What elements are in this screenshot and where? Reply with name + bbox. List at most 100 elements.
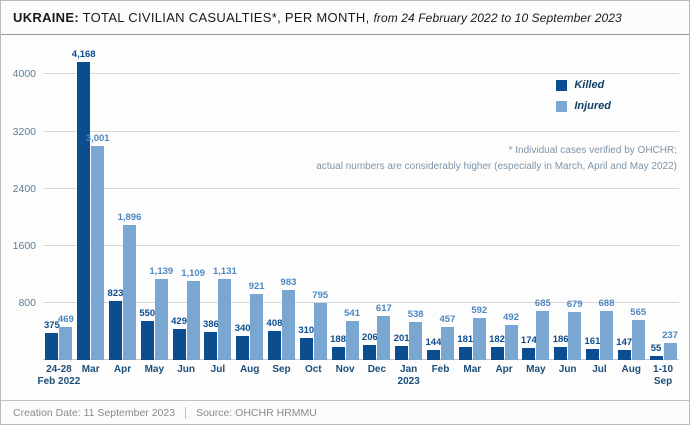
value-label-injured: 457: [439, 314, 456, 326]
bar-injured-feb: 457: [440, 314, 455, 360]
value-label-killed: 340: [234, 322, 251, 334]
footnote: * Individual cases verified by OHCHR; ac…: [316, 143, 677, 174]
bar-group-may: 174 685 May: [520, 53, 552, 375]
bar-killed-sep: 408: [267, 318, 282, 360]
creation-date: Creation Date: 11 September 2023: [13, 406, 176, 419]
value-label-injured: 565: [630, 306, 647, 318]
bar-killed-nov: 188: [330, 334, 346, 360]
value-label-killed: 550: [139, 307, 156, 319]
bar-killed-apr: 823: [108, 288, 123, 360]
x-axis-label-dec: Dec: [367, 364, 387, 375]
bar-group-dec: 206 617 Dec: [361, 53, 393, 375]
killed-swatch-icon: [556, 79, 568, 91]
value-label-injured: 1,896: [117, 211, 142, 223]
x-axis-label-aug: Aug: [621, 364, 641, 375]
bar-killed-jul: 161: [585, 336, 600, 360]
x-axis-label-may: May: [526, 364, 546, 375]
x-axis-label-mar: Mar: [463, 364, 482, 375]
bar-killed-jun: 186: [553, 334, 569, 360]
bar-injured-mar: 3,001: [86, 133, 110, 360]
x-axis-line: [43, 359, 679, 360]
value-label-injured: 1,109: [181, 267, 205, 279]
y-axis-tick-label: 800: [18, 296, 36, 309]
value-label-injured: 983: [280, 276, 297, 288]
value-label-injured: 1,139: [149, 265, 174, 277]
bar-killed-1-10-sep: 55: [649, 343, 663, 360]
value-label-killed: 188: [330, 333, 346, 345]
x-axis-label-jun: Jun: [177, 364, 195, 375]
bar-group-24-28-feb-2022: 375 469 24-28 Feb 2022: [38, 53, 81, 387]
value-label-killed: 429: [171, 316, 188, 328]
bar-injured-apr: 492: [503, 312, 519, 360]
bar-injured-sep: 983: [281, 277, 296, 360]
bar-group-jul: 161 688 Jul: [584, 53, 616, 375]
x-axis-label-24-28-feb-2022: 24-28 Feb 2022: [37, 364, 81, 387]
footer-separator: [185, 406, 187, 419]
bar-group-sep: 408 983 Sep: [266, 53, 298, 375]
value-label-injured: 492: [503, 311, 519, 323]
x-axis-label-feb: Feb: [431, 364, 450, 375]
bar-injured-oct: 795: [312, 290, 328, 360]
bar-group-aug: 147 565 Aug: [615, 53, 647, 375]
x-axis-label-sep: Sep: [272, 364, 291, 375]
x-axis-label-mar: Mar: [81, 364, 100, 375]
value-label-killed: 161: [584, 335, 601, 347]
bar-killed-aug: 340: [235, 323, 251, 360]
bar-group-mar: 181 592 Mar: [456, 53, 488, 375]
bar-injured-jul: 1,131: [213, 266, 237, 360]
footnote-line2: actual numbers are considerably higher (…: [316, 160, 677, 172]
bar-injured-24-28-feb-2022: 469: [58, 314, 74, 360]
injured-swatch-icon: [556, 100, 568, 112]
value-label-killed: 144: [425, 336, 442, 348]
bar-group-nov: 188 541 Nov: [329, 53, 361, 375]
source-label: Source: OHCHR HRMMU: [196, 406, 317, 419]
value-label-killed: 182: [489, 334, 505, 346]
value-label-killed: 375: [43, 320, 60, 332]
bar-killed-oct: 310: [298, 325, 314, 360]
value-label-killed: 310: [298, 324, 315, 336]
value-label-killed: 206: [361, 332, 378, 344]
y-axis-tick-label: 1600: [12, 239, 36, 252]
value-label-killed: 174: [520, 334, 537, 346]
bar-group-feb: 144 457 Feb: [425, 53, 457, 375]
footnote-line1: * Individual cases verified by OHCHR;: [508, 145, 677, 156]
bar-injured-may: 685: [535, 298, 551, 360]
bar-injured-mar: 592: [471, 305, 487, 360]
legend-label-killed: Killed: [574, 79, 605, 91]
value-label-injured: 469: [57, 313, 74, 325]
legend-item-killed: Killed: [556, 79, 611, 91]
x-axis-label-jul: Jul: [210, 364, 226, 375]
bar-killed-dec: 206: [362, 332, 378, 360]
bar-killed-jan-2023: 201: [394, 333, 410, 360]
bar-group-aug: 340 921 Aug: [234, 53, 266, 375]
bar-group-apr: 823 1,896 Apr: [107, 53, 142, 375]
x-axis-label-jan-2023: Jan 2023: [397, 364, 420, 387]
title-main: TOTAL CIVILIAN CASUALTIES*, PER MONTH,: [82, 10, 370, 25]
x-axis-label-jun: Jun: [558, 364, 577, 375]
chart-area: 800 1600 2400 3200 4000 375 469 24-28 Feb 2022 4,…: [1, 35, 689, 400]
bar-injured-aug: 565: [630, 307, 646, 360]
bar-killed-feb: 144: [426, 337, 441, 360]
value-label-injured: 237: [662, 330, 678, 342]
bar-injured-1-10-sep: 237: [662, 330, 678, 360]
bar-killed-may: 550: [139, 308, 155, 360]
value-label-injured: 685: [534, 298, 551, 310]
bar-groups: 375 469 24-28 Feb 2022 4,168 3,001 Mar 823 1,896…: [38, 49, 679, 387]
chart-title: UKRAINE: TOTAL CIVILIAN CASUALTIES*, PER…: [13, 10, 622, 25]
x-axis-label-apr: Apr: [495, 364, 513, 375]
bar-group-oct: 310 795 Oct: [297, 53, 329, 375]
bar-injured-jul: 688: [599, 298, 614, 360]
gridline: [43, 187, 679, 189]
value-label-injured: 1,131: [212, 266, 237, 278]
title-country: UKRAINE:: [13, 10, 79, 25]
bar-injured-may: 1,139: [149, 266, 173, 360]
bar-injured-aug: 921: [249, 281, 265, 360]
bar-injured-jun: 1,109: [181, 268, 205, 360]
value-label-injured: 617: [375, 302, 392, 314]
legend: Killed Injured: [556, 79, 611, 112]
y-axis-tick-label: 4000: [12, 68, 36, 81]
bar-killed-jun: 429: [171, 316, 187, 360]
y-axis-tick-label: 3200: [12, 125, 36, 138]
x-axis-label-nov: Nov: [335, 364, 355, 375]
value-label-injured: 921: [248, 281, 265, 293]
